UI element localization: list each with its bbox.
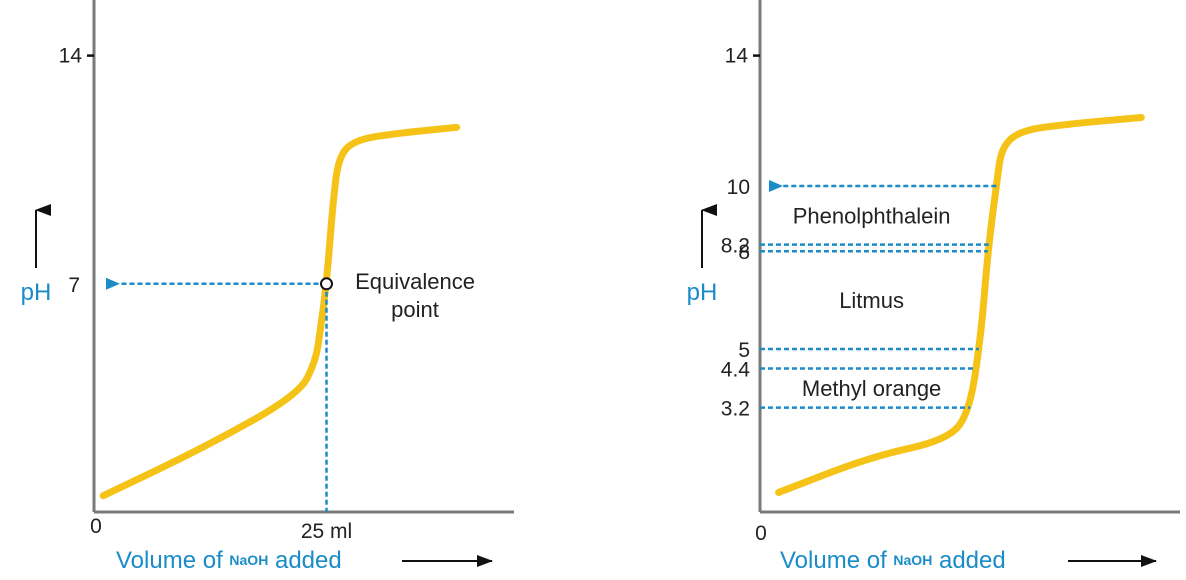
y-tick-label: 14: [725, 45, 749, 68]
y-axis-label: pH: [21, 279, 52, 306]
y-value-label: 4.4: [721, 359, 751, 382]
y-value-label: 3.2: [721, 398, 750, 421]
x-axis-label-part: added: [268, 547, 341, 574]
y-tick-label: 14: [59, 45, 83, 68]
x-axis-label: Volume of NaOH added: [780, 547, 1006, 574]
x-axis-label-part: Volume of: [780, 547, 893, 574]
equivalence-point-marker: [320, 277, 333, 291]
x-axis-label-part: Volume of: [116, 547, 229, 574]
indicator-range-label: Methyl orange: [802, 376, 941, 401]
y-value-label: 8.2: [721, 235, 750, 258]
x-origin-label: 0: [755, 522, 767, 545]
x-axis-label-part: NaOH: [229, 552, 268, 568]
chart-1: 14 0 pH Volume of NaOH added 7 25 ml Equivalen…: [21, 0, 514, 574]
y-value-label: 10: [727, 176, 750, 199]
x-axis-label: Volume of NaOH added: [116, 547, 342, 574]
annotation-label: Equivalence: [355, 269, 475, 294]
y-value-label: 7: [68, 274, 80, 297]
annotation-label: point: [391, 297, 439, 322]
x-axis-label-part: added: [932, 547, 1005, 574]
y-value-label: 8: [738, 241, 750, 264]
x-axis-label-part: NaOH: [893, 552, 932, 568]
titration-curve: [775, 114, 1145, 496]
indicator-range-label: Litmus: [839, 288, 904, 313]
x-value-label: 25 ml: [301, 520, 352, 543]
chart-2: 14 0 pH Volume of NaOH added 10 8.28 54.4 3.2 Ph…: [687, 0, 1180, 574]
x-origin-label: 0: [90, 515, 102, 538]
y-axis-label: pH: [687, 279, 718, 306]
y-value-label: 5: [738, 339, 750, 362]
titration-curve: [99, 123, 461, 500]
indicator-range-label: Phenolphthalein: [793, 203, 951, 228]
